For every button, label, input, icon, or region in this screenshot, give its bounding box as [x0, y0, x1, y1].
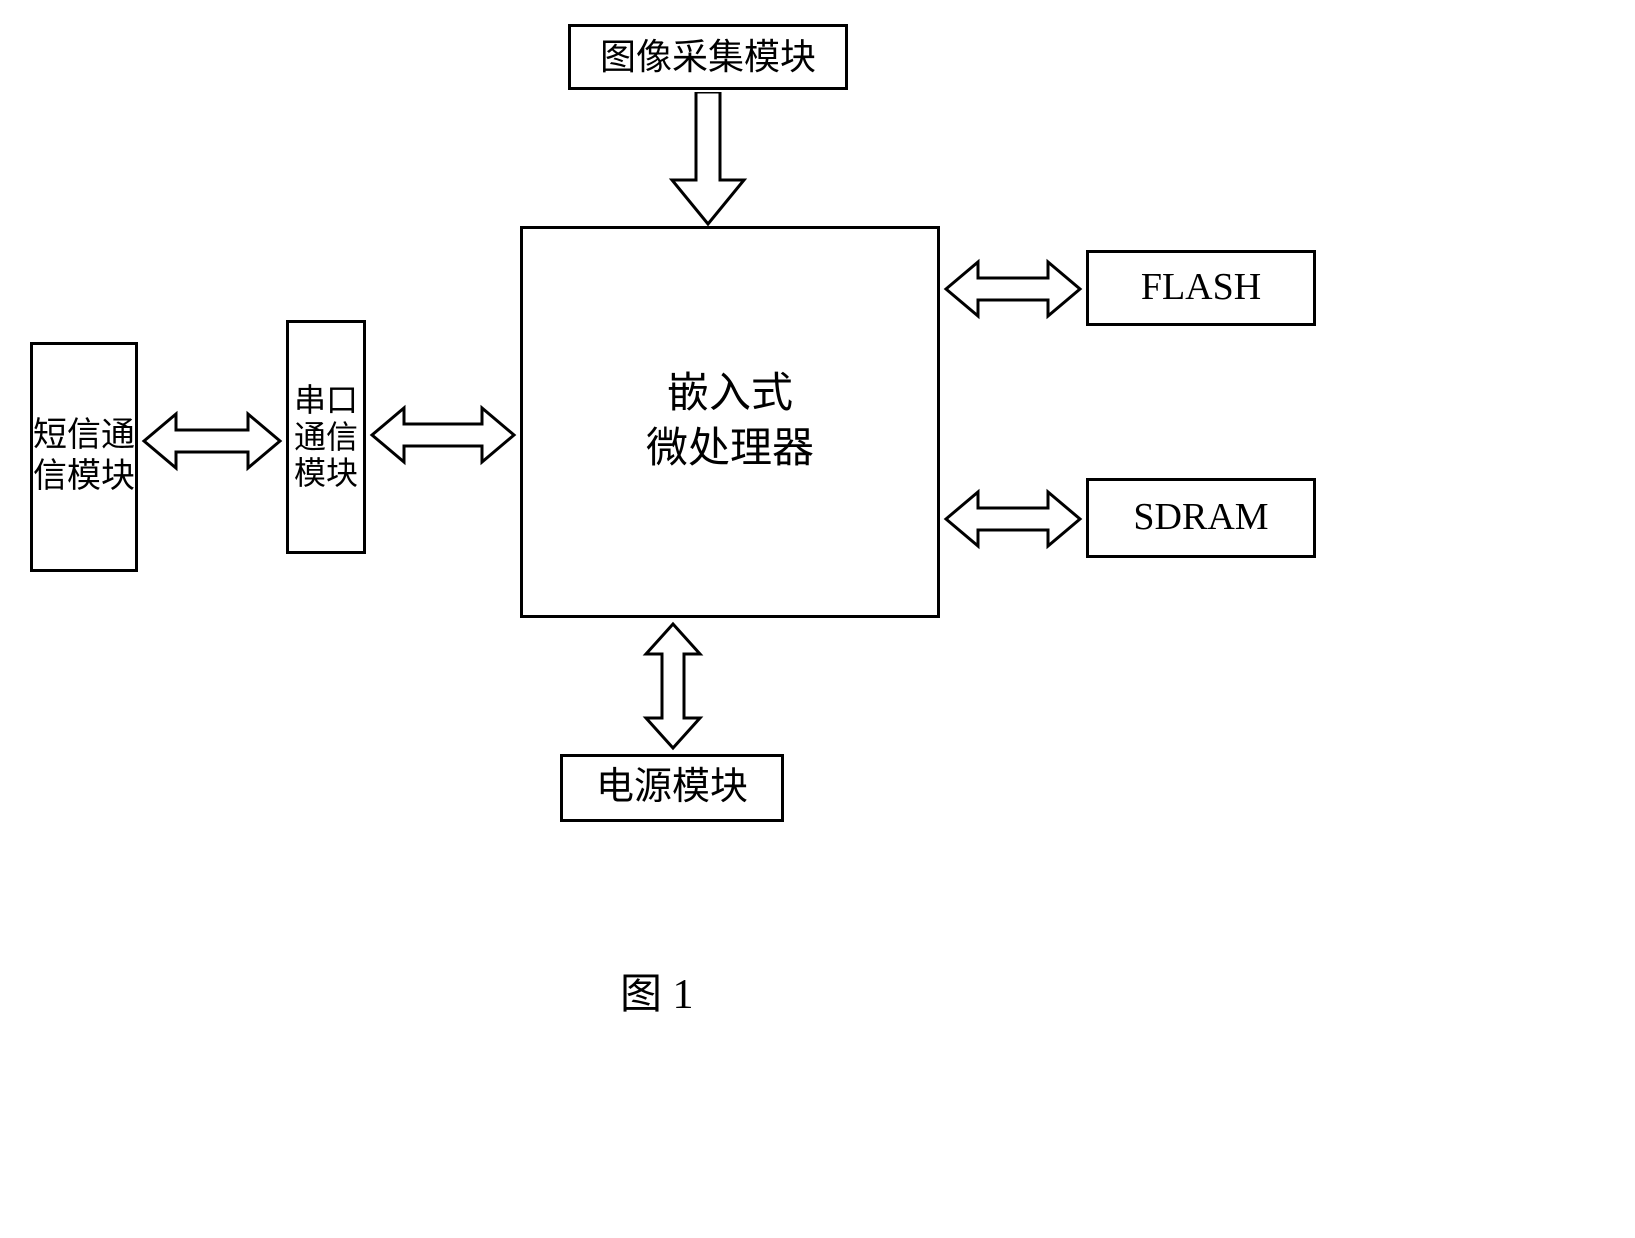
power-module-box: 电源模块 [560, 754, 784, 822]
sms-module-label: 短信通信模块 [33, 416, 135, 498]
arrow-cpu-power [640, 620, 706, 752]
microprocessor-label: 嵌入式 微处理器 [646, 367, 814, 476]
serial-module-label: 串口通信模块 [289, 382, 363, 492]
image-capture-module-box: 图像采集模块 [568, 24, 848, 90]
power-module-label: 电源模块 [596, 763, 748, 812]
figure-caption-label: 图 1 [620, 972, 694, 1018]
sdram-box: SDRAM [1086, 478, 1316, 558]
arrow-sms-serial [140, 408, 284, 474]
sdram-label: SDRAM [1133, 493, 1268, 542]
arrow-image-to-cpu [668, 92, 748, 226]
serial-module-box: 串口通信模块 [286, 320, 366, 554]
flash-box: FLASH [1086, 250, 1316, 326]
figure-caption: 图 1 [620, 960, 694, 1021]
arrow-cpu-flash [942, 256, 1084, 322]
flash-label: FLASH [1141, 263, 1261, 312]
image-capture-module-label: 图像采集模块 [600, 34, 816, 81]
sms-module-box: 短信通信模块 [30, 342, 138, 572]
microprocessor-box: 嵌入式 微处理器 [520, 226, 940, 618]
arrow-cpu-sdram [942, 486, 1084, 552]
arrow-serial-cpu [368, 402, 518, 468]
